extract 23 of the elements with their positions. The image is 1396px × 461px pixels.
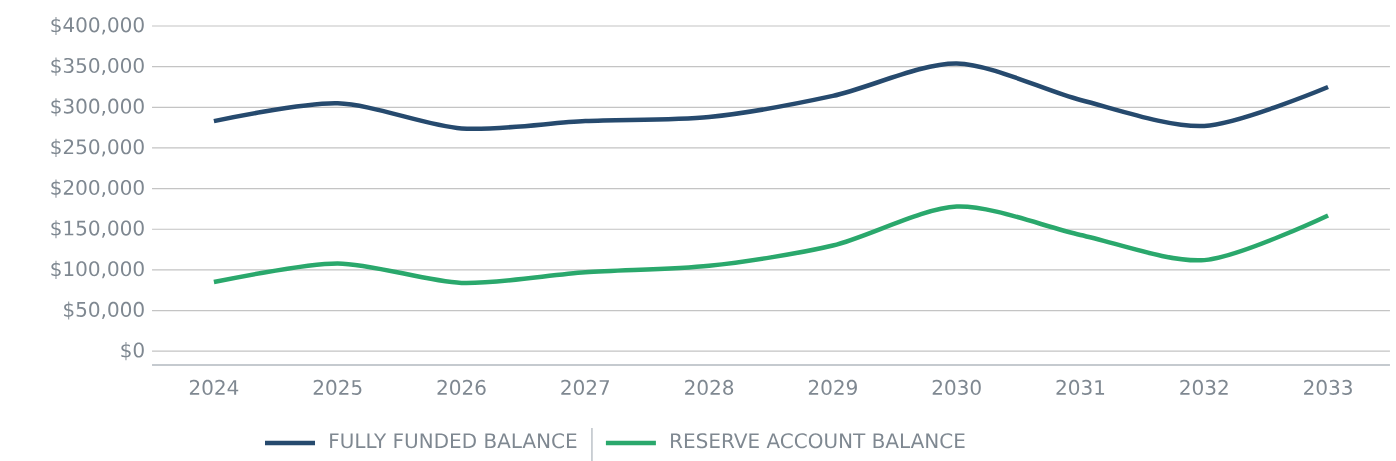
x-tick-label: 2026 bbox=[437, 379, 486, 395]
x-tick-label: 2024 bbox=[189, 379, 239, 395]
y-tick-label: $150,000 bbox=[51, 220, 144, 239]
x-tick-label: 2028 bbox=[685, 379, 734, 395]
y-tick-label: $50,000 bbox=[64, 301, 144, 320]
y-tick-label: $100,000 bbox=[51, 260, 144, 279]
x-tick-label: 2032 bbox=[1180, 379, 1228, 395]
y-tick-label: $0 bbox=[121, 342, 144, 361]
line-series bbox=[211, 204, 1331, 286]
x-tick-label: 2027 bbox=[561, 379, 610, 395]
y-tick-label: $300,000 bbox=[51, 98, 144, 117]
y-tick-label: $350,000 bbox=[51, 57, 144, 76]
x-tick-label: 2030 bbox=[932, 379, 981, 395]
x-tick-label: 2025 bbox=[313, 379, 362, 395]
legend-label: FULLY FUNDED BALANCE bbox=[330, 433, 577, 449]
y-tick-label: $400,000 bbox=[51, 16, 144, 36]
line-series bbox=[211, 61, 1331, 132]
legend-label: RESERVE ACCOUNT BALANCE bbox=[671, 433, 965, 449]
x-tick-label: 2031 bbox=[1056, 379, 1105, 395]
y-tick-label: $200,000 bbox=[51, 179, 144, 198]
x-tick-label: 2029 bbox=[808, 379, 857, 395]
y-tick-label: $250,000 bbox=[51, 138, 144, 157]
x-tick-label: 2033 bbox=[1304, 379, 1352, 395]
